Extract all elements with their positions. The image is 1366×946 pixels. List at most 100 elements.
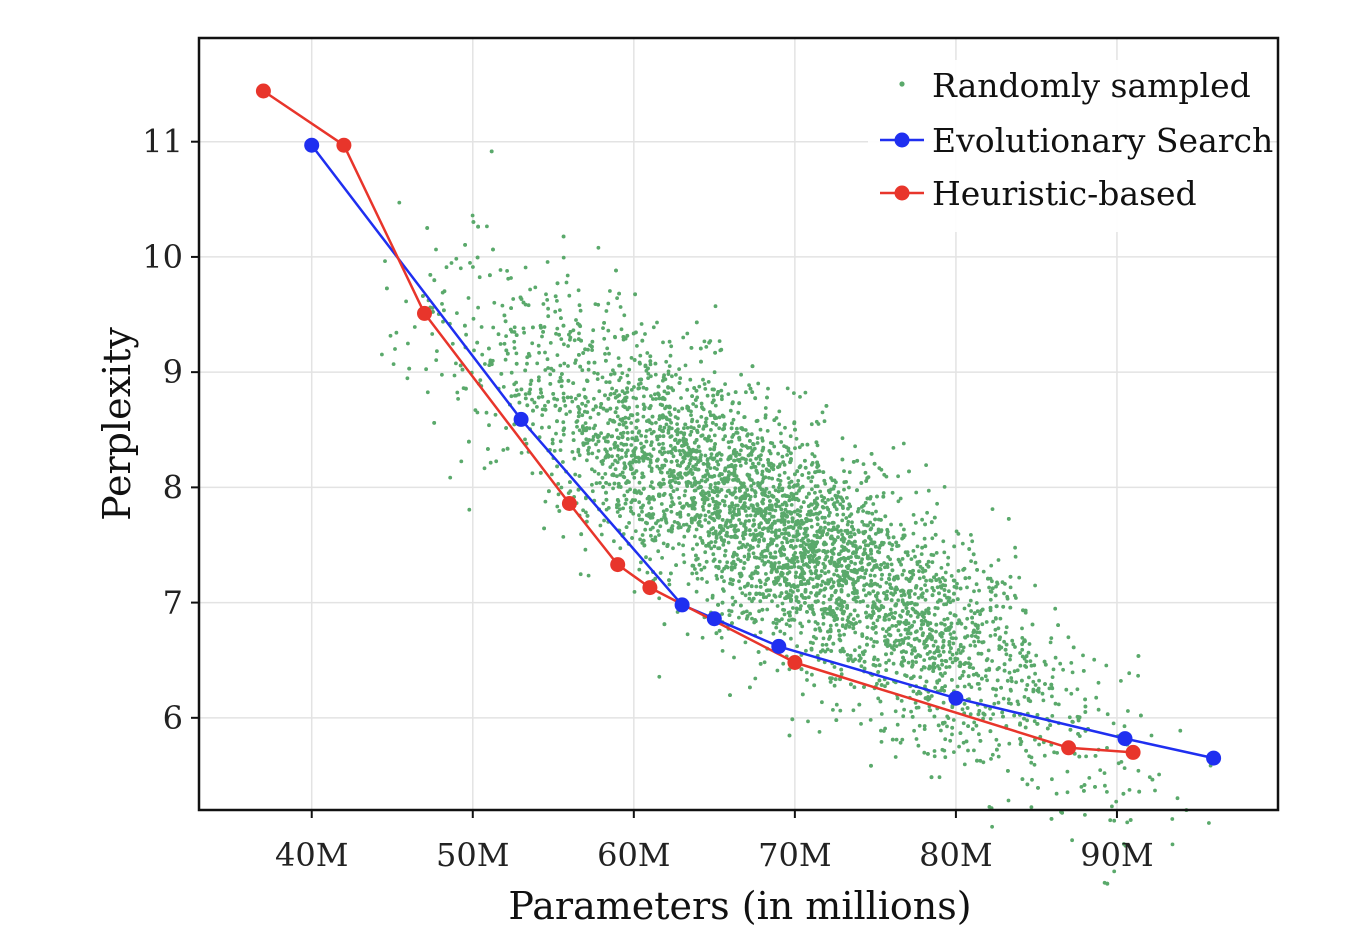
scatter-point bbox=[1033, 671, 1037, 676]
scatter-point bbox=[624, 525, 629, 529]
scatter-point bbox=[901, 655, 905, 660]
scatter-point bbox=[772, 444, 777, 449]
scatter-point bbox=[652, 497, 656, 502]
scatter-point bbox=[988, 605, 993, 610]
scatter-point bbox=[502, 341, 507, 346]
scatter-point bbox=[710, 593, 715, 598]
scatter-point bbox=[939, 566, 944, 570]
scatter-point bbox=[642, 456, 647, 461]
scatter-point bbox=[869, 526, 874, 531]
scatter-point bbox=[928, 656, 932, 661]
scatter-point bbox=[996, 626, 1001, 631]
scatter-point bbox=[633, 292, 637, 297]
scatter-point bbox=[863, 571, 868, 576]
scatter-point bbox=[622, 493, 627, 498]
scatter-point bbox=[771, 467, 776, 472]
scatter-point bbox=[550, 437, 555, 442]
scatter-point bbox=[915, 562, 920, 567]
scatter-point bbox=[634, 469, 639, 473]
scatter-point bbox=[766, 520, 770, 525]
scatter-point bbox=[713, 540, 718, 544]
scatter-point bbox=[969, 559, 973, 563]
scatter-point bbox=[618, 473, 623, 477]
scatter-point bbox=[813, 620, 818, 624]
scatter-point bbox=[758, 580, 763, 585]
scatter-point bbox=[850, 524, 854, 529]
scatter-point bbox=[1002, 591, 1006, 596]
scatter-point bbox=[885, 565, 890, 569]
scatter-point bbox=[756, 509, 761, 514]
scatter-point bbox=[519, 297, 524, 301]
scatter-point bbox=[514, 380, 518, 385]
scatter-point bbox=[979, 651, 984, 656]
scatter-point bbox=[893, 755, 898, 759]
scatter-point bbox=[972, 589, 976, 594]
scatter-point bbox=[909, 709, 913, 714]
scatter-point bbox=[644, 439, 649, 444]
scatter-point bbox=[728, 408, 733, 413]
scatter-point bbox=[780, 454, 785, 459]
scatter-point bbox=[685, 632, 690, 637]
scatter-point bbox=[920, 622, 924, 627]
scatter-point bbox=[666, 372, 671, 376]
scatter-point bbox=[616, 481, 621, 486]
scatter-point bbox=[900, 536, 904, 541]
scatter-point bbox=[887, 576, 891, 581]
scatter-point bbox=[962, 684, 967, 689]
scatter-point bbox=[962, 606, 967, 611]
scatter-point bbox=[786, 610, 791, 615]
scatter-point bbox=[792, 557, 797, 562]
scatter-point bbox=[974, 582, 979, 587]
scatter-point bbox=[783, 578, 787, 582]
scatter-point bbox=[776, 499, 780, 504]
scatter-point bbox=[817, 574, 822, 579]
scatter-point bbox=[814, 501, 819, 505]
scatter-point bbox=[752, 555, 757, 560]
scatter-point bbox=[877, 663, 882, 668]
scatter-point bbox=[944, 602, 949, 607]
scatter-point bbox=[762, 537, 766, 542]
scatter-point bbox=[735, 513, 739, 517]
scatter-point bbox=[679, 396, 683, 400]
scatter-point bbox=[849, 568, 854, 573]
scatter-point bbox=[871, 609, 875, 614]
scatter-point bbox=[962, 566, 967, 571]
scatter-point bbox=[523, 396, 528, 401]
scatter-point bbox=[960, 673, 965, 678]
scatter-point bbox=[810, 558, 815, 562]
scatter-point bbox=[857, 530, 861, 534]
scatter-point bbox=[558, 407, 563, 411]
scatter-point bbox=[612, 481, 617, 486]
scatter-point bbox=[1020, 654, 1025, 659]
scatter-point bbox=[800, 473, 805, 477]
scatter-point bbox=[536, 343, 541, 348]
scatter-point bbox=[810, 461, 815, 465]
scatter-point bbox=[833, 617, 837, 622]
scatter-point bbox=[882, 729, 886, 733]
scatter-point bbox=[748, 513, 753, 518]
scatter-point bbox=[540, 407, 545, 412]
scatter-point bbox=[890, 568, 895, 573]
scatter-point bbox=[800, 624, 805, 629]
scatter-point bbox=[740, 443, 745, 448]
scatter-point bbox=[703, 420, 708, 425]
scatter-point bbox=[955, 597, 960, 601]
scatter-point bbox=[682, 493, 687, 498]
scatter-point bbox=[631, 458, 636, 463]
scatter-point bbox=[615, 510, 620, 514]
scatter-point bbox=[756, 650, 761, 654]
scatter-point bbox=[994, 737, 999, 742]
scatter-point bbox=[765, 607, 770, 612]
scatter-point bbox=[743, 519, 748, 524]
scatter-point bbox=[789, 539, 793, 543]
scatter-point bbox=[630, 430, 635, 435]
scatter-point bbox=[873, 517, 877, 522]
scatter-point bbox=[869, 541, 873, 546]
scatter-point bbox=[951, 718, 956, 722]
scatter-point bbox=[864, 593, 868, 598]
scatter-point bbox=[673, 437, 678, 442]
scatter-point bbox=[683, 453, 688, 458]
scatter-point bbox=[777, 482, 782, 487]
scatter-point bbox=[900, 737, 905, 742]
scatter-point bbox=[610, 454, 614, 459]
